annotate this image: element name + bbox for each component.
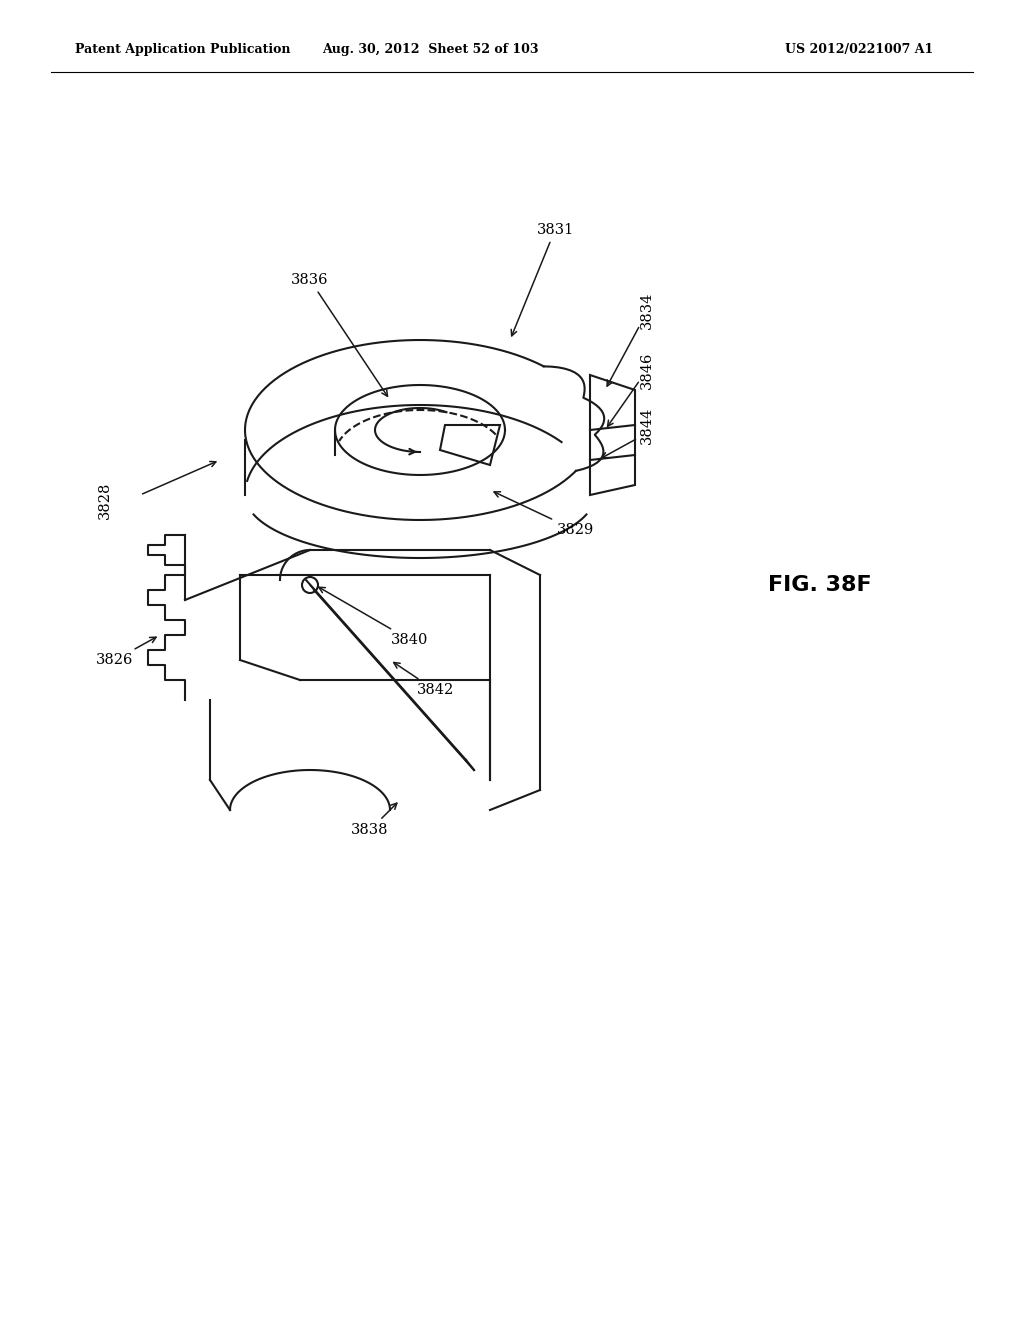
Text: US 2012/0221007 A1: US 2012/0221007 A1 [785, 44, 933, 57]
Text: 3834: 3834 [640, 292, 654, 329]
Text: Aug. 30, 2012  Sheet 52 of 103: Aug. 30, 2012 Sheet 52 of 103 [322, 44, 539, 57]
Text: 3844: 3844 [640, 407, 654, 444]
Text: 3846: 3846 [640, 351, 654, 388]
Text: 3838: 3838 [351, 803, 397, 837]
Text: Patent Application Publication: Patent Application Publication [75, 44, 291, 57]
Text: 3842: 3842 [394, 663, 454, 697]
Text: FIG. 38F: FIG. 38F [768, 576, 871, 595]
Text: 3831: 3831 [511, 223, 573, 335]
Text: 3826: 3826 [96, 638, 156, 667]
Text: 3828: 3828 [98, 482, 112, 519]
Text: 3836: 3836 [291, 273, 387, 396]
Text: 3829: 3829 [494, 492, 594, 537]
Text: 3840: 3840 [318, 587, 429, 647]
